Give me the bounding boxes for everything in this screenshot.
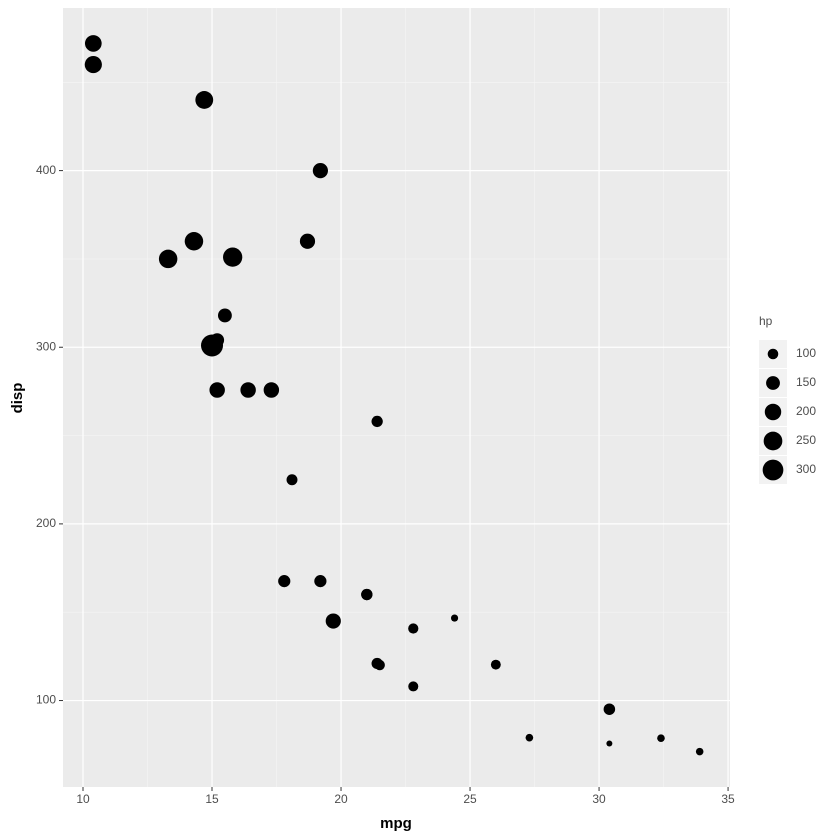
point xyxy=(361,588,373,601)
point xyxy=(603,703,616,715)
point xyxy=(84,56,102,74)
y-tick-label: 300 xyxy=(36,339,56,353)
point xyxy=(450,614,459,622)
legend-label: 200 xyxy=(796,404,816,418)
y-tick-label: 100 xyxy=(36,693,56,707)
legend-label: 100 xyxy=(796,346,816,360)
legend-point xyxy=(762,459,784,481)
point xyxy=(195,91,214,109)
x-tick-label: 25 xyxy=(463,792,477,806)
point xyxy=(209,382,225,398)
point xyxy=(695,747,704,756)
point xyxy=(286,474,298,486)
legend-label: 150 xyxy=(796,375,816,389)
point xyxy=(325,613,341,629)
y-tick-label: 400 xyxy=(36,163,56,177)
point xyxy=(525,733,534,742)
point xyxy=(201,334,224,357)
y-tick-label: 200 xyxy=(36,516,56,530)
point xyxy=(240,382,256,398)
point xyxy=(217,308,232,323)
point xyxy=(84,35,102,52)
point xyxy=(158,249,178,269)
point xyxy=(299,233,316,249)
point xyxy=(408,623,419,634)
legend-point xyxy=(766,376,780,390)
point xyxy=(371,415,383,428)
point xyxy=(184,232,204,251)
point xyxy=(490,659,501,670)
y-axis-label: disp xyxy=(9,383,26,414)
point xyxy=(278,575,291,588)
point xyxy=(408,681,419,692)
x-tick-label: 10 xyxy=(76,792,90,806)
legend-label: 300 xyxy=(796,462,816,476)
panel xyxy=(63,8,730,787)
legend-point xyxy=(763,431,783,451)
x-tick-label: 35 xyxy=(721,792,735,806)
x-axis-label: mpg xyxy=(380,815,412,832)
x-tick-label: 15 xyxy=(205,792,219,806)
legend-title: hp xyxy=(759,314,773,328)
point xyxy=(657,734,665,742)
x-tick-label: 20 xyxy=(334,792,348,806)
point xyxy=(312,163,328,179)
legend-point xyxy=(767,348,779,360)
point xyxy=(314,575,327,588)
point xyxy=(263,382,280,398)
legend-point xyxy=(764,403,782,421)
legend-label: 250 xyxy=(796,433,816,447)
point xyxy=(371,657,383,670)
point xyxy=(606,740,613,747)
x-tick-label: 30 xyxy=(592,792,606,806)
point xyxy=(223,247,243,267)
